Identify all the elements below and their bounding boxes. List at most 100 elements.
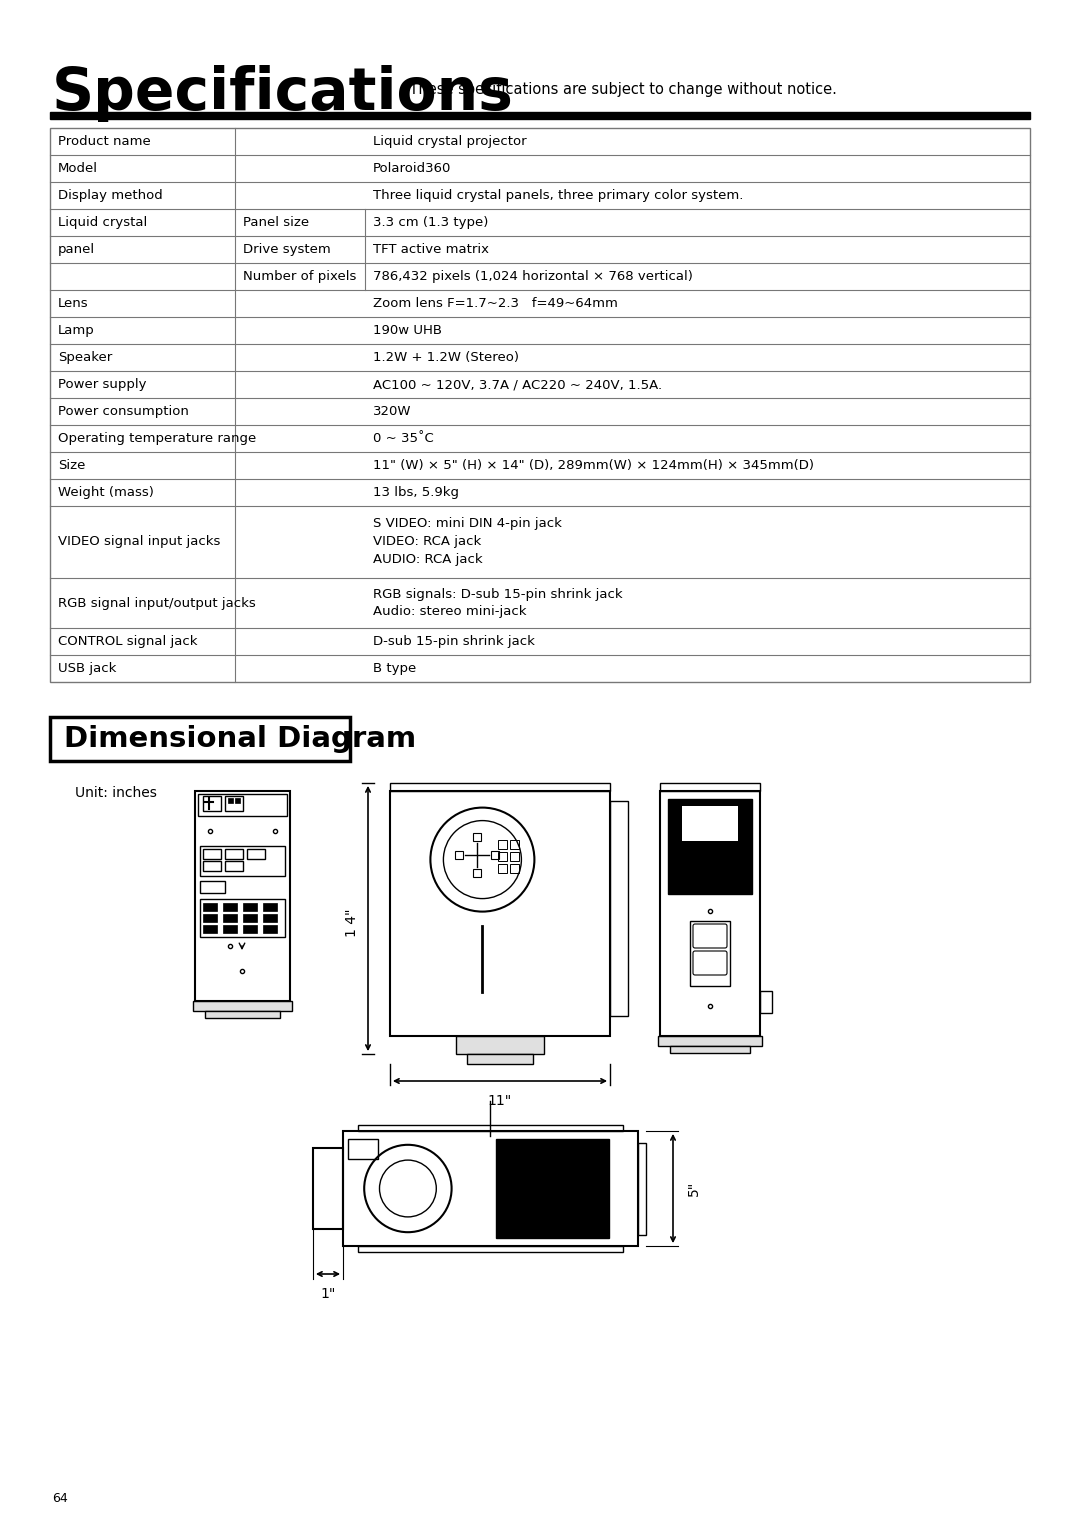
Text: AC100 ~ 120V, 3.7A / AC220 ~ 240V, 1.5A.: AC100 ~ 120V, 3.7A / AC220 ~ 240V, 1.5A. [373, 377, 662, 391]
Bar [222, 924, 237, 934]
Text: CONTROL signal jack: CONTROL signal jack [58, 636, 198, 648]
Bar [203, 860, 221, 871]
Text: D-sub 15-pin shrink jack: D-sub 15-pin shrink jack [373, 636, 535, 648]
Bar [243, 914, 257, 921]
Bar [243, 903, 257, 911]
Bar [198, 795, 287, 816]
Text: AUDIO: RCA jack: AUDIO: RCA jack [373, 553, 483, 567]
Text: 11" (W) × 5" (H) × 14" (D), 289mm(W) × 124mm(H) × 345mm(D): 11" (W) × 5" (H) × 14" (D), 289mm(W) × 1… [373, 458, 814, 472]
Bar [660, 782, 760, 792]
Bar [228, 798, 233, 804]
Text: Polaroid360: Polaroid360 [373, 162, 451, 176]
Text: Display method: Display method [58, 189, 163, 202]
Text: Product name: Product name [58, 134, 151, 148]
Text: Number of pixels: Number of pixels [243, 270, 356, 283]
Bar [456, 1036, 544, 1054]
Bar [660, 792, 760, 1036]
Bar [243, 924, 257, 934]
Bar [510, 839, 519, 848]
Bar [264, 914, 276, 921]
Text: panel: panel [58, 243, 95, 257]
Text: Dimensional Diagram: Dimensional Diagram [64, 724, 416, 753]
Text: B type: B type [373, 662, 416, 675]
Bar [222, 914, 237, 921]
Bar [348, 1138, 378, 1160]
Bar [235, 798, 240, 804]
Bar [50, 717, 350, 761]
Text: 0 ~ 35˚C: 0 ~ 35˚C [373, 432, 434, 445]
Bar [357, 1245, 623, 1251]
Bar [467, 1054, 534, 1063]
Text: Panel size: Panel size [243, 215, 309, 229]
Bar [222, 903, 237, 911]
Bar [203, 924, 217, 934]
Bar [193, 1001, 292, 1012]
Text: Weight (mass): Weight (mass) [58, 486, 153, 500]
Text: Lamp: Lamp [58, 324, 95, 338]
Bar [247, 850, 265, 859]
Text: Size: Size [58, 458, 85, 472]
Text: 3.3 cm (1.3 type): 3.3 cm (1.3 type) [373, 215, 488, 229]
Text: Zoom lens F=1.7~2.3   f=49~64mm: Zoom lens F=1.7~2.3 f=49~64mm [373, 296, 618, 310]
Text: 190w UHB: 190w UHB [373, 324, 442, 338]
Text: Liquid crystal projector: Liquid crystal projector [373, 134, 527, 148]
Text: Operating temperature range: Operating temperature range [58, 432, 256, 445]
Text: Power consumption: Power consumption [58, 405, 189, 419]
Bar [690, 921, 730, 986]
Bar [681, 805, 738, 840]
Bar [670, 1047, 750, 1053]
Text: Liquid crystal: Liquid crystal [58, 215, 147, 229]
Bar [357, 1125, 623, 1131]
Text: 64: 64 [52, 1491, 68, 1505]
Bar [658, 1036, 762, 1047]
Text: · These specifications are subject to change without notice.: · These specifications are subject to ch… [400, 83, 837, 96]
Bar [225, 850, 243, 859]
Bar [497, 1138, 608, 1238]
Text: Power supply: Power supply [58, 377, 147, 391]
Bar [456, 851, 463, 859]
Text: VIDEO signal input jacks: VIDEO signal input jacks [58, 535, 220, 549]
Text: 1 4": 1 4" [345, 908, 359, 937]
Text: Drive system: Drive system [243, 243, 330, 257]
Bar [264, 903, 276, 911]
Bar [313, 1148, 343, 1229]
Bar [390, 792, 610, 1036]
Text: Lens: Lens [58, 296, 89, 310]
Bar [498, 839, 507, 848]
Bar [510, 851, 519, 860]
Bar [203, 914, 217, 921]
Text: 320W: 320W [373, 405, 411, 419]
Text: 1.2W + 1.2W (Stereo): 1.2W + 1.2W (Stereo) [373, 351, 519, 364]
Text: 11": 11" [488, 1094, 512, 1108]
Bar [225, 860, 243, 871]
Bar [200, 882, 225, 892]
Bar [669, 799, 752, 894]
Text: S VIDEO: mini DIN 4-pin jack: S VIDEO: mini DIN 4-pin jack [373, 518, 562, 530]
Text: 13 lbs, 5.9kg: 13 lbs, 5.9kg [373, 486, 459, 500]
Bar [343, 1131, 638, 1245]
Text: Specifications: Specifications [52, 66, 514, 122]
Text: USB jack: USB jack [58, 662, 117, 675]
Bar [498, 863, 507, 872]
Bar [200, 847, 285, 876]
Text: TFT active matrix: TFT active matrix [373, 243, 489, 257]
Bar [473, 833, 482, 840]
Text: 786,432 pixels (1,024 horizontal × 768 vertical): 786,432 pixels (1,024 horizontal × 768 v… [373, 270, 693, 283]
Text: Model: Model [58, 162, 98, 176]
Text: RGB signals: D-sub 15-pin shrink jack: RGB signals: D-sub 15-pin shrink jack [373, 588, 623, 601]
Text: 1": 1" [321, 1287, 336, 1300]
Bar [50, 112, 1030, 119]
Text: Unit: inches: Unit: inches [75, 785, 157, 801]
Bar [50, 128, 1030, 681]
Bar [203, 796, 221, 811]
Text: VIDEO: RCA jack: VIDEO: RCA jack [373, 535, 482, 549]
Text: Speaker: Speaker [58, 351, 112, 364]
Text: Audio: stereo mini-jack: Audio: stereo mini-jack [373, 605, 527, 617]
Bar [200, 898, 285, 937]
Text: 5": 5" [687, 1181, 701, 1196]
Bar [760, 992, 772, 1013]
Bar [195, 792, 291, 1001]
Bar [225, 796, 243, 811]
Bar [638, 1143, 646, 1235]
Text: Three liquid crystal panels, three primary color system.: Three liquid crystal panels, three prima… [373, 189, 743, 202]
